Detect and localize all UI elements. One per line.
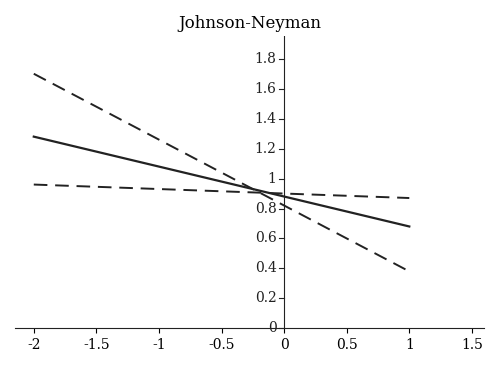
Text: 0.6: 0.6 (255, 232, 276, 246)
Text: 0.4: 0.4 (254, 261, 276, 275)
Text: 1.8: 1.8 (254, 52, 276, 66)
Text: 0.2: 0.2 (255, 291, 276, 305)
Title: Johnson-Neyman: Johnson-Neyman (178, 15, 321, 32)
Text: 1.2: 1.2 (254, 142, 276, 156)
Text: 0.8: 0.8 (255, 201, 276, 215)
Text: 1: 1 (268, 171, 276, 186)
Text: 1.4: 1.4 (254, 112, 276, 126)
Text: 0: 0 (268, 321, 276, 335)
Text: 1.6: 1.6 (254, 82, 276, 96)
